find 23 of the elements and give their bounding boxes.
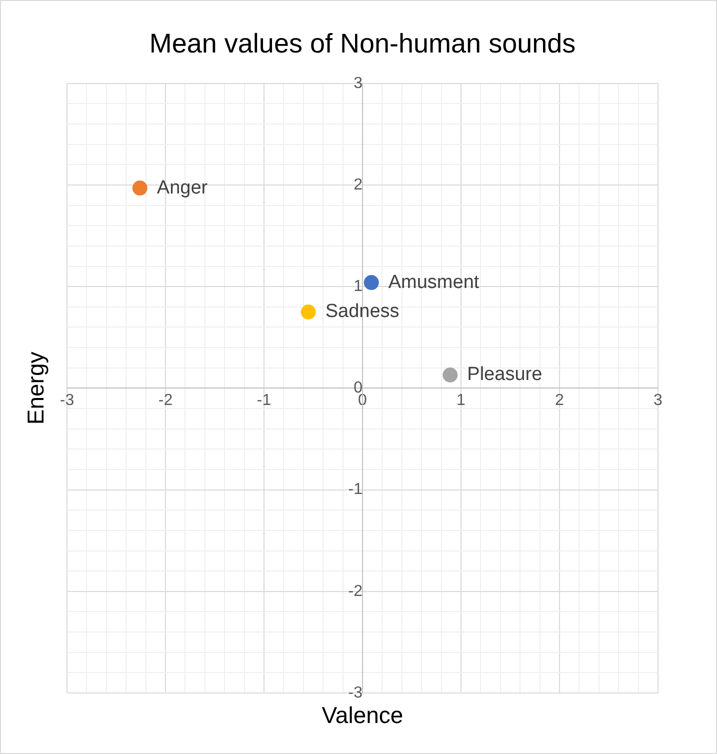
y-tick-label: 3 [354, 74, 363, 92]
y-axis-title: Energy [22, 351, 48, 425]
x-tick-label: -3 [60, 392, 74, 410]
y-tick-label: -2 [348, 582, 363, 600]
x-tick-label: 2 [555, 392, 564, 410]
x-axis-title: Valence [322, 702, 404, 728]
series-label: Amusment [388, 272, 480, 293]
series-label: Pleasure [467, 364, 542, 386]
x-tick-label: 3 [654, 392, 663, 410]
x-tick-label: 1 [456, 392, 466, 410]
series-label: Anger [156, 177, 208, 198]
x-tick-label: -2 [158, 392, 173, 410]
x-tick-label: -1 [256, 392, 272, 410]
chart-title: Mean values of Non-human sounds [149, 28, 576, 59]
point [364, 275, 379, 290]
y-tick-label: 2 [354, 176, 363, 194]
y-tick-label: -3 [348, 684, 363, 702]
series-label: Sadness [325, 301, 400, 322]
point [132, 180, 148, 196]
point [442, 367, 458, 382]
point [300, 304, 316, 320]
y-tick-label: 1 [354, 278, 363, 296]
y-tick-label: -1 [348, 481, 363, 498]
